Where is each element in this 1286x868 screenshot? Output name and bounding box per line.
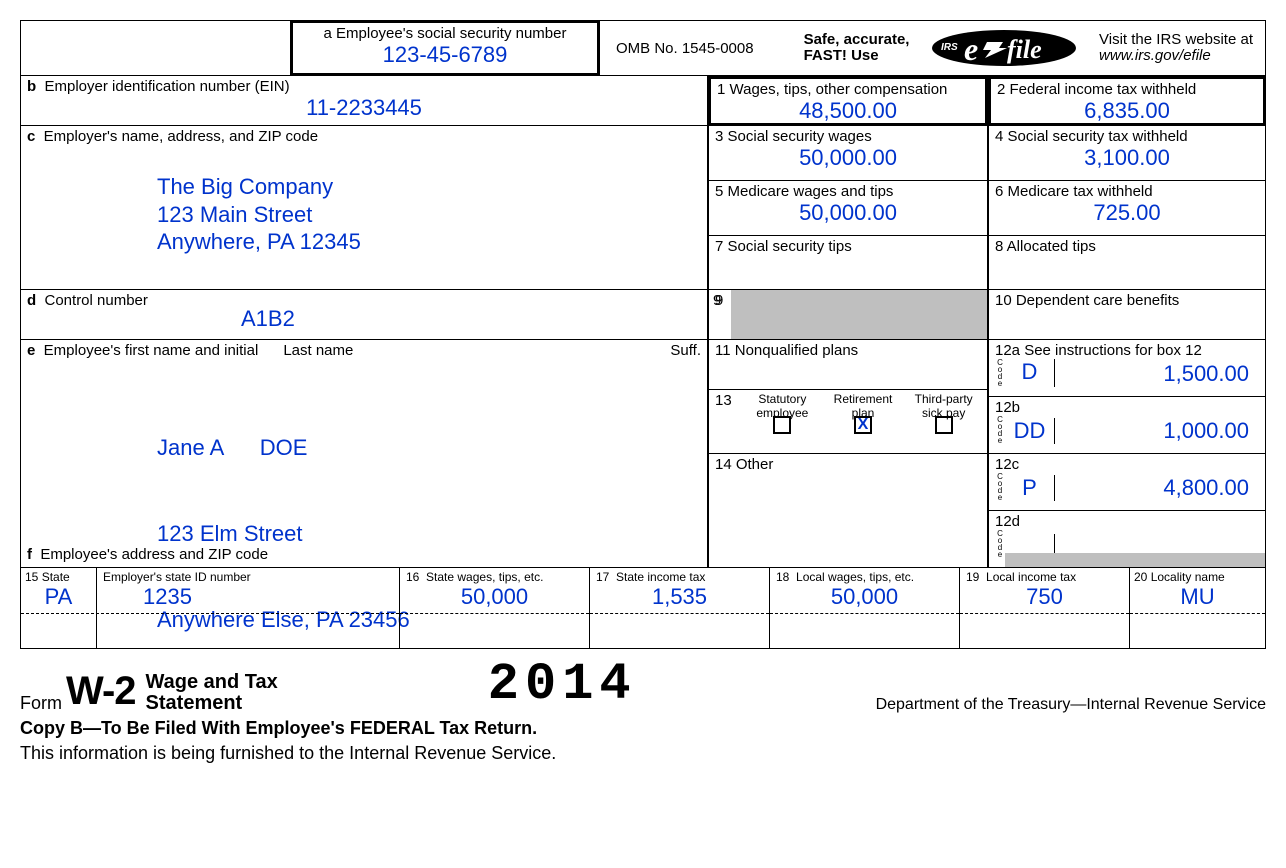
box13-retirement-label: Retirementplan bbox=[826, 392, 901, 416]
box3-value: 50,000.00 bbox=[715, 145, 981, 171]
box13-sickpay-label: Third-partysick pay bbox=[906, 392, 981, 416]
box-c: c Employer's name, address, and ZIP code… bbox=[20, 126, 708, 290]
omb-label: OMB No. 1545-0008 bbox=[616, 40, 754, 57]
visit-line2: www.irs.gov/efile bbox=[1099, 47, 1211, 64]
box3-label: 3 Social security wages bbox=[715, 128, 981, 145]
box10-label: 10 Dependent care benefits bbox=[995, 292, 1259, 309]
box12b-label: 12b bbox=[995, 399, 1259, 416]
box12c-value: 4,800.00 bbox=[1055, 475, 1259, 501]
box4-label: 4 Social security tax withheld bbox=[995, 128, 1259, 145]
box2-value: 6,835.00 bbox=[997, 98, 1257, 124]
box17-value: 1,535 bbox=[596, 584, 763, 610]
state-value: PA bbox=[25, 584, 92, 610]
control-number-value: A1B2 bbox=[241, 306, 295, 332]
employee-name: Jane A DOE bbox=[157, 434, 701, 463]
box7-label: 7 Social security tips bbox=[715, 238, 981, 255]
box-12c: 12c Code P 4,800.00 bbox=[988, 454, 1266, 511]
box-8: 8 Allocated tips bbox=[988, 236, 1266, 290]
box12c-code: P bbox=[1005, 475, 1055, 501]
box11-label: 11 Nonqualified plans bbox=[715, 342, 981, 359]
svg-text:e: e bbox=[964, 31, 978, 67]
box5-value: 50,000.00 bbox=[715, 200, 981, 226]
dept-label: Department of the Treasury—Internal Reve… bbox=[876, 696, 1266, 714]
box4-value: 3,100.00 bbox=[995, 145, 1259, 171]
ssn-value: 123-45-6789 bbox=[299, 42, 591, 68]
copy-b-line: Copy B—To Be Filed With Employee's FEDER… bbox=[20, 718, 537, 738]
box5-label: 5 Medicare wages and tips bbox=[715, 183, 981, 200]
state-id-value: 1235 bbox=[143, 584, 393, 610]
box-4: 4 Social security tax withheld 3,100.00 bbox=[988, 126, 1266, 181]
box-12d: 12d Code bbox=[988, 511, 1266, 568]
box12b-value: 1,000.00 bbox=[1055, 418, 1259, 444]
box-5: 5 Medicare wages and tips 50,000.00 bbox=[708, 181, 988, 236]
box1-value: 48,500.00 bbox=[717, 98, 979, 124]
form-w2: W-2 bbox=[66, 669, 136, 714]
box-20: 20 Locality name MU bbox=[1130, 568, 1266, 649]
box16-value: 50,000 bbox=[406, 584, 583, 610]
box-17: 17 State income tax 1,535 bbox=[590, 568, 770, 649]
employer-citystate: Anywhere, PA 12345 bbox=[157, 228, 701, 256]
box-19: 19 Local income tax 750 bbox=[960, 568, 1130, 649]
state-id-label: Employer's state ID number bbox=[103, 570, 393, 584]
box2-label: 2 Federal income tax withheld bbox=[997, 81, 1257, 98]
visit-line1: Visit the IRS website at bbox=[1099, 31, 1253, 48]
box6-label: 6 Medicare tax withheld bbox=[995, 183, 1259, 200]
box-16: 16 State wages, tips, etc. 50,000 bbox=[400, 568, 590, 649]
ein-value: 11-2233445 bbox=[27, 95, 701, 121]
svg-text:file: file bbox=[1007, 35, 1042, 64]
box12c-label: 12c bbox=[995, 456, 1259, 473]
box13-statutory-label: Statutoryemployee bbox=[745, 392, 820, 416]
checkbox-retirement: X bbox=[854, 416, 872, 434]
top-left-blank bbox=[20, 20, 290, 76]
box19-value: 750 bbox=[966, 584, 1123, 610]
info-line: This information is being furnished to t… bbox=[20, 743, 1266, 764]
efile-logo: IRS e file bbox=[929, 28, 1079, 68]
box-9: 9 9 bbox=[708, 290, 988, 340]
box12d-label: 12d bbox=[989, 511, 1265, 530]
box1-label: 1 Wages, tips, other compensation bbox=[717, 81, 979, 98]
form-word: Form bbox=[20, 693, 62, 714]
box14-label: 14 Other bbox=[715, 456, 981, 473]
box12b-code: DD bbox=[1005, 418, 1055, 444]
box12a-value: 1,500.00 bbox=[1055, 361, 1259, 387]
box8-label: 8 Allocated tips bbox=[995, 238, 1259, 255]
safe-line1: Safe, accurate, bbox=[804, 31, 910, 48]
box-10: 10 Dependent care benefits bbox=[988, 290, 1266, 340]
box-15: 15 State PA Employer's state ID number 1… bbox=[20, 568, 400, 649]
top-right: OMB No. 1545-0008 Safe, accurate, FAST! … bbox=[600, 20, 1266, 76]
employer-street: 123 Main Street bbox=[157, 201, 701, 229]
w2-form: a Employee's social security number 123-… bbox=[20, 20, 1266, 764]
box-14: 14 Other bbox=[708, 454, 988, 568]
box6-value: 725.00 bbox=[995, 200, 1259, 226]
safe-line2: FAST! Use bbox=[804, 47, 879, 64]
suff-label: Suff. bbox=[670, 342, 701, 359]
box12a-label: 12a See instructions for box 12 bbox=[995, 342, 1259, 359]
box-2: 2 Federal income tax withheld 6,835.00 bbox=[988, 76, 1266, 126]
box-11: 11 Nonqualified plans bbox=[708, 340, 988, 390]
box-a-label: a Employee's social security number bbox=[299, 25, 591, 42]
box-e-f: e Employee's first name and initial Last… bbox=[20, 340, 708, 568]
box-6: 6 Medicare tax withheld 725.00 bbox=[988, 181, 1266, 236]
box-b: b Employer identification number (EIN) 1… bbox=[20, 76, 708, 126]
title-line2: Statement bbox=[146, 692, 243, 714]
employee-street: 123 Elm Street bbox=[157, 520, 701, 549]
box-12a: 12a See instructions for box 12 Code D 1… bbox=[988, 340, 1266, 397]
box-a: a Employee's social security number 123-… bbox=[290, 20, 600, 76]
box18-value: 50,000 bbox=[776, 584, 953, 610]
checkbox-sickpay bbox=[935, 416, 953, 434]
svg-text:IRS: IRS bbox=[941, 42, 958, 53]
box-18: 18 Local wages, tips, etc. 50,000 bbox=[770, 568, 960, 649]
box-7: 7 Social security tips bbox=[708, 236, 988, 290]
employer-name: The Big Company bbox=[157, 173, 701, 201]
box-3: 3 Social security wages 50,000.00 bbox=[708, 126, 988, 181]
box-13: 13 Statutoryemployee Retirementplan X Th… bbox=[708, 390, 988, 454]
box-1: 1 Wages, tips, other compensation 48,500… bbox=[708, 76, 988, 126]
box12a-code: D bbox=[1005, 359, 1055, 387]
box-12b: 12b Code DD 1,000.00 bbox=[988, 397, 1266, 454]
box20-value: MU bbox=[1134, 584, 1261, 610]
box-d: d Control number A1B2 bbox=[20, 290, 708, 340]
checkbox-statutory bbox=[773, 416, 791, 434]
